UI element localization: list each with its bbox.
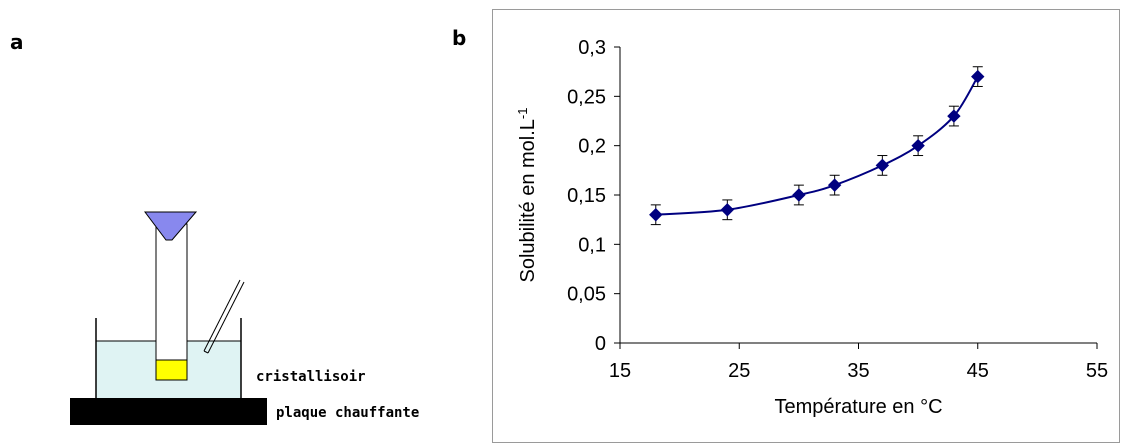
label-plaque-chauffante: plaque chauffante — [276, 405, 419, 421]
apparatus-diagram: cristallisoir plaque chauffante — [70, 211, 419, 425]
solubility-chart: 15 25 35 45 55 0 0,05 0,1 0,15 0,2 0,25 0,3 Tempér… — [515, 37, 1109, 418]
data-point — [911, 138, 925, 153]
x-tick-label: 45 — [967, 360, 989, 382]
x-tick-label: 25 — [728, 360, 750, 382]
data-point — [827, 178, 842, 192]
data-point — [720, 203, 735, 217]
y-tick-label: 0 — [595, 333, 606, 355]
y-tick-label: 0,25 — [567, 86, 606, 108]
x-tick-label: 15 — [609, 360, 631, 382]
y-tick-label: 0,05 — [567, 284, 606, 306]
y-axis-label-superscript: -1 — [515, 108, 530, 120]
chart-area — [492, 9, 1120, 443]
x-ticks: 15 25 35 45 55 — [609, 343, 1108, 382]
trend-curve-layer — [655, 76, 979, 216]
data-points — [649, 69, 985, 222]
panel-label-a: a — [10, 30, 24, 54]
y-tick-label: 0,3 — [578, 37, 606, 59]
thermometer — [203, 279, 245, 354]
heating-plate — [70, 398, 267, 425]
label-cristallisoir: cristallisoir — [256, 369, 366, 385]
y-tick-label: 0,15 — [567, 185, 606, 207]
data-point — [875, 158, 890, 173]
data-point — [971, 69, 985, 84]
sample — [155, 359, 188, 381]
data-point — [649, 208, 663, 222]
x-axis-label: Température en °C — [774, 396, 942, 418]
axes — [619, 47, 1097, 344]
y-tick-label: 0,2 — [578, 136, 606, 158]
x-tick-label: 55 — [1086, 360, 1108, 382]
y-tick-label: 0,1 — [578, 234, 606, 256]
test-tube — [155, 223, 188, 381]
panel-label-b: b — [452, 26, 467, 50]
data-point — [947, 109, 961, 123]
funnel — [144, 211, 198, 241]
y-axis-label: Solubilité en mol.L-1 — [515, 108, 540, 283]
trend-curve — [655, 76, 979, 216]
x-tick-label: 35 — [847, 360, 869, 382]
error-bars — [650, 66, 983, 226]
y-axis-label-main: Solubilité en mol.L — [517, 119, 539, 282]
data-point — [792, 188, 806, 202]
y-ticks: 0 0,05 0,1 0,15 0,2 0,25 0,3 — [567, 37, 620, 355]
